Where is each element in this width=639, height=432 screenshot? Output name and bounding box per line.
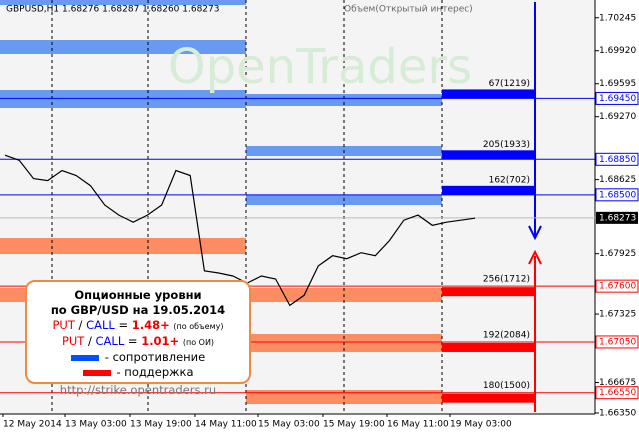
level-label: 256(1712)	[483, 275, 530, 285]
zone	[0, 238, 246, 254]
zone	[246, 94, 442, 106]
x-tick-label: 19 May 03:00	[450, 420, 512, 430]
eq: =	[118, 318, 129, 332]
price-box-label: 1.67050	[599, 337, 636, 347]
level-label: 180(1500)	[483, 381, 530, 391]
current-box	[596, 211, 638, 224]
sep: /	[87, 334, 92, 348]
price-box-label: 1.66550	[599, 388, 636, 398]
y-tick-label: 1.70245	[599, 13, 636, 23]
ratio: 1.48+	[131, 318, 170, 332]
level-label: 162(702)	[489, 175, 530, 185]
legend-swatch	[70, 355, 99, 361]
x-tick-label: 14 May 11:00	[195, 420, 257, 430]
y-tick-label: 1.66350	[599, 408, 636, 418]
price-box-label: 1.67600	[599, 282, 636, 292]
put: PUT	[52, 318, 75, 332]
level-bar	[442, 150, 535, 160]
legend-item: - сопротивление	[27, 350, 249, 365]
zone	[0, 40, 246, 54]
indicator-label: Объем(Открытый интерес)	[344, 5, 473, 15]
zone	[0, 0, 246, 5]
x-tick-label: 15 May 19:00	[323, 420, 385, 430]
y-tick-label: 1.69920	[599, 46, 636, 56]
support-arrowhead	[528, 249, 542, 265]
level-bar	[442, 185, 535, 195]
price-box	[595, 188, 639, 202]
zone	[0, 90, 246, 108]
eq: =	[127, 334, 138, 348]
chart-title: GBPUSD,H1 1.68276 1.68287 1.68260 1.6827…	[6, 5, 219, 15]
call: CALL	[95, 334, 125, 348]
y-tick-label: 1.66675	[599, 378, 636, 388]
price-box	[595, 279, 639, 293]
level-label: 192(2084)	[483, 330, 530, 340]
note: (по ОИ)	[182, 338, 215, 347]
price-line	[4, 154, 476, 307]
watermark: OpenTraders	[168, 39, 472, 95]
y-tick-label: 1.67325	[599, 310, 636, 320]
legend-swatch	[82, 370, 111, 376]
legend-text: - сопротивление	[104, 350, 206, 364]
x-tick-label: 15 May 03:00	[258, 420, 320, 430]
price-box	[595, 152, 639, 166]
put: PUT	[61, 334, 85, 348]
call: CALL	[86, 318, 115, 332]
current-label: 1.68273	[599, 213, 636, 223]
url: http://strike.opentraders.ru	[59, 383, 217, 397]
price-box	[595, 386, 639, 400]
info-box: Опционные уровни по GBP/USD на 19.05.201…	[25, 280, 251, 397]
price-box-label: 1.68500	[599, 190, 636, 200]
ratio-line: PUT / CALL = 1.01+ (по ОИ)	[27, 334, 249, 350]
y-tick-label: 1.67925	[599, 249, 636, 259]
level-label: 67(1219)	[489, 79, 530, 89]
x-tick-label: 13 May 19:00	[130, 420, 192, 430]
level-bar	[442, 287, 535, 297]
sep: /	[78, 318, 83, 332]
level-label: 205(1933)	[483, 140, 530, 150]
price-box-label: 1.68850	[599, 155, 636, 165]
level-bar	[442, 89, 535, 99]
info-title: по GBP/USD на 19.05.2014	[50, 303, 226, 317]
x-tick-label: 16 May 11:00	[387, 420, 449, 430]
x-tick-label: 13 May 03:00	[65, 420, 127, 430]
price-box	[595, 91, 639, 105]
level-bar	[442, 393, 535, 403]
legend-text: - поддержка	[116, 365, 194, 379]
y-tick-label: 1.68625	[599, 175, 636, 185]
y-tick-label: 1.69270	[599, 112, 636, 122]
ratio-line: PUT / CALL = 1.48+ (по объему)	[27, 318, 249, 334]
ratio: 1.01+	[141, 334, 180, 348]
note: (по объему)	[173, 322, 224, 331]
legend-item: - поддержка	[27, 365, 249, 380]
price-box	[595, 335, 639, 349]
resistance-arrowhead	[528, 225, 542, 241]
level-bar	[442, 342, 535, 352]
y-tick-label: 1.69595	[599, 79, 636, 89]
price-box-label: 1.69450	[599, 94, 636, 104]
x-tick-label: 12 May 2014	[3, 420, 62, 430]
info-title: Опционные уровни	[74, 288, 202, 302]
